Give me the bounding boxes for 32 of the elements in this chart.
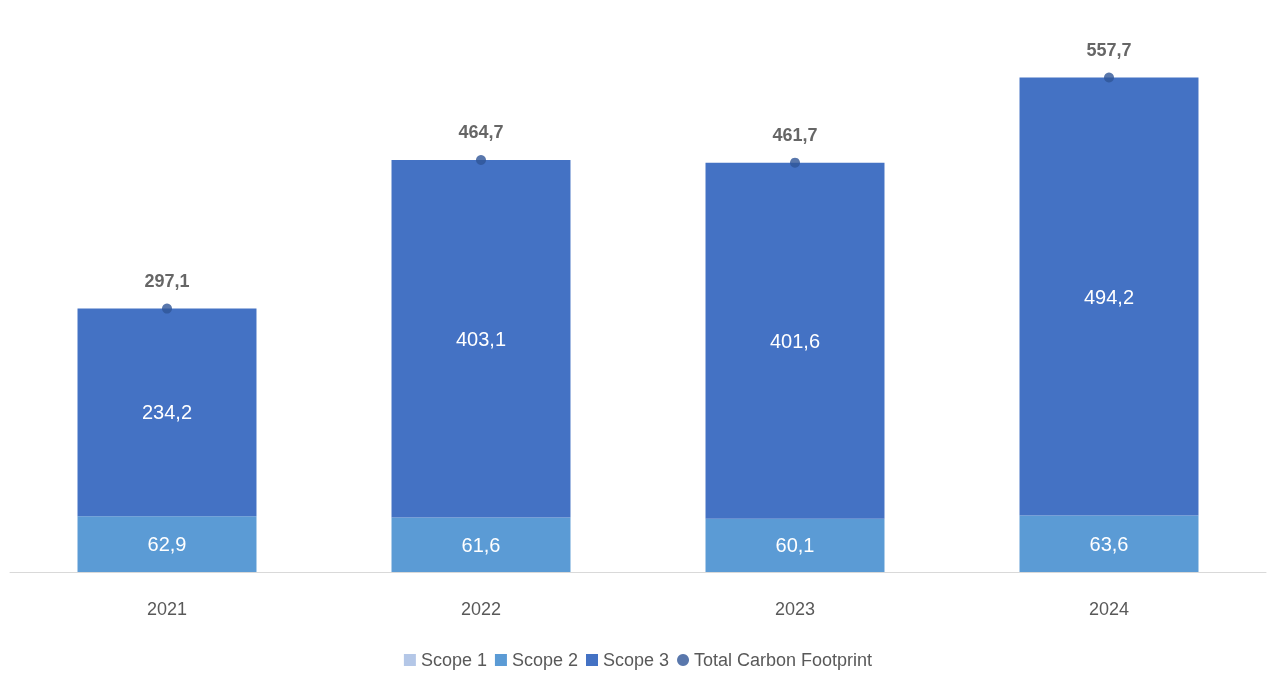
bar bbox=[1019, 515, 1199, 572]
point bbox=[476, 154, 486, 165]
data-label: 234,2 bbox=[141, 401, 193, 424]
data-label: 62,9 bbox=[147, 533, 187, 556]
x-tick-label: 2021 bbox=[146, 599, 188, 619]
bar bbox=[77, 516, 257, 572]
data-label: 297,1 bbox=[144, 270, 190, 291]
data-label: 60,1 bbox=[775, 534, 815, 557]
x-tick-label: 2022 bbox=[460, 599, 502, 619]
bar bbox=[391, 517, 571, 572]
data-label: 464,7 bbox=[458, 121, 504, 142]
data-label: 63,6 bbox=[1089, 532, 1129, 555]
point bbox=[790, 157, 800, 168]
x-tick-label: 2023 bbox=[774, 599, 816, 619]
data-label: 61,6 bbox=[461, 533, 501, 556]
bar bbox=[1019, 77, 1199, 516]
legend-label: Scope 1 bbox=[420, 650, 487, 670]
legend-label: Total Carbon Footprint bbox=[694, 650, 873, 670]
point bbox=[162, 303, 172, 314]
x-tick-label: 2024 bbox=[1088, 599, 1130, 619]
bar bbox=[705, 518, 885, 572]
data-label: 461,7 bbox=[772, 124, 818, 145]
legend-label: Scope 3 bbox=[602, 650, 670, 670]
bar bbox=[77, 308, 257, 517]
legend-label: Scope 2 bbox=[511, 650, 578, 670]
data-label: 401,6 bbox=[769, 329, 821, 352]
data-label: 403,1 bbox=[455, 327, 507, 350]
bar bbox=[391, 159, 571, 518]
bar bbox=[705, 162, 885, 519]
data-label: 557,7 bbox=[1086, 39, 1132, 60]
point bbox=[1104, 72, 1114, 83]
data-label: 494,2 bbox=[1083, 285, 1135, 308]
